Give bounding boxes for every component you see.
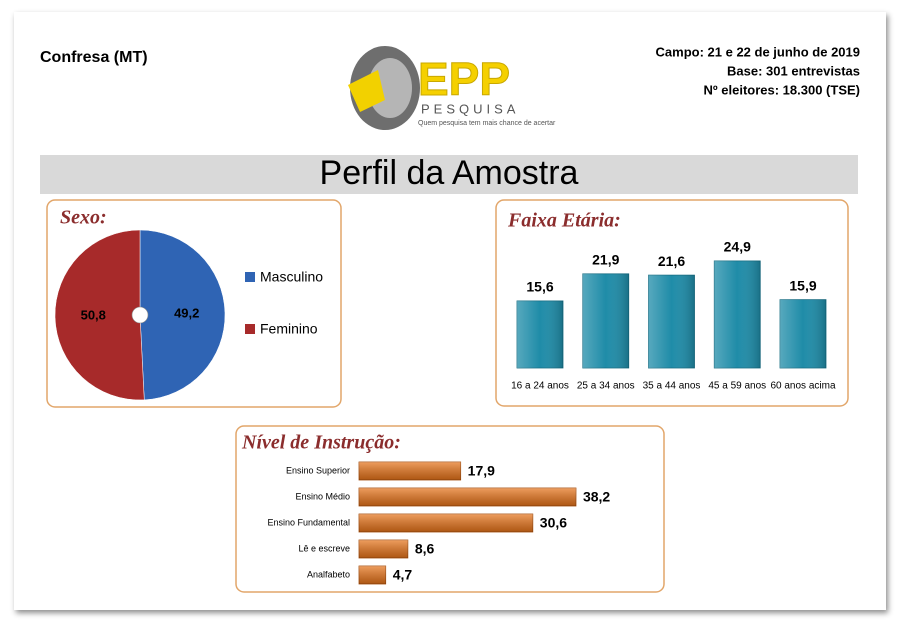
bar-shade (780, 299, 826, 368)
banner-title: Perfil da Amostra (320, 154, 579, 192)
bar-shade (359, 462, 461, 480)
logo-name: EPP (418, 53, 510, 105)
x-tick-label: 45 a 59 anos (708, 381, 766, 392)
bar-shade (359, 488, 576, 506)
data-label: 8,6 (415, 541, 435, 557)
legend-label: Feminino (260, 321, 318, 337)
data-label: 38,2 (583, 489, 610, 505)
pie-slice (54, 229, 145, 401)
data-label: 24,9 (724, 239, 751, 255)
y-tick-label: Analfabeto (307, 569, 350, 579)
logo: EPP PESQUISA Quem pesquisa tem mais chan… (348, 46, 556, 130)
y-tick-label: Ensino Médio (295, 491, 350, 501)
voters: Nº eleitores: 18.300 (TSE) (704, 82, 860, 97)
x-tick-label: 60 anos acima (770, 381, 835, 392)
pie-slice (139, 229, 226, 401)
bar-shade (714, 260, 761, 368)
location: Confresa (MT) (40, 49, 148, 66)
bar-shade (359, 540, 408, 558)
x-tick-label: 16 a 24 anos (511, 381, 569, 392)
chart-title: Faixa Etária: (507, 210, 621, 232)
bar-shade (517, 300, 563, 368)
banner (40, 155, 858, 194)
x-tick-label: 35 a 44 anos (643, 381, 701, 392)
bar-shade (648, 275, 695, 368)
y-tick-label: Lê e escreve (298, 543, 350, 553)
data-label: 15,6 (526, 279, 553, 295)
logo-tagline: Quem pesquisa tem mais chance de acertar (418, 120, 556, 127)
legend-swatch (245, 324, 255, 334)
x-tick-label: 25 a 34 anos (577, 381, 635, 392)
bar-shade (359, 566, 386, 584)
logo-shape (368, 58, 412, 118)
data-label: 49,2 (174, 305, 199, 320)
data-label: 17,9 (468, 463, 495, 479)
data-label: 21,6 (658, 253, 685, 269)
data-label: 30,6 (540, 515, 567, 531)
bar-shade (359, 514, 533, 532)
y-tick-label: Ensino Superior (286, 465, 350, 475)
bar-shade (582, 273, 629, 368)
field-date: Campo: 21 e 22 de junho de 2019 (656, 44, 860, 59)
data-label: 21,9 (592, 252, 619, 268)
y-tick-label: Ensino Fundamental (267, 517, 350, 527)
logo-sub: PESQUISA (421, 101, 519, 116)
base: Base: 301 entrevistas (727, 63, 860, 78)
legend-swatch (245, 272, 255, 282)
data-label: 15,9 (789, 277, 816, 293)
panel (235, 425, 665, 593)
legend-label: Masculino (260, 269, 323, 285)
chart-title: Nível de Instrução: (241, 432, 401, 454)
chart-title: Sexo: (60, 207, 107, 229)
data-label: 50,8 (81, 308, 106, 323)
logo-shape (348, 70, 385, 112)
data-label: 4,7 (393, 567, 413, 583)
pie-hole (131, 306, 149, 324)
